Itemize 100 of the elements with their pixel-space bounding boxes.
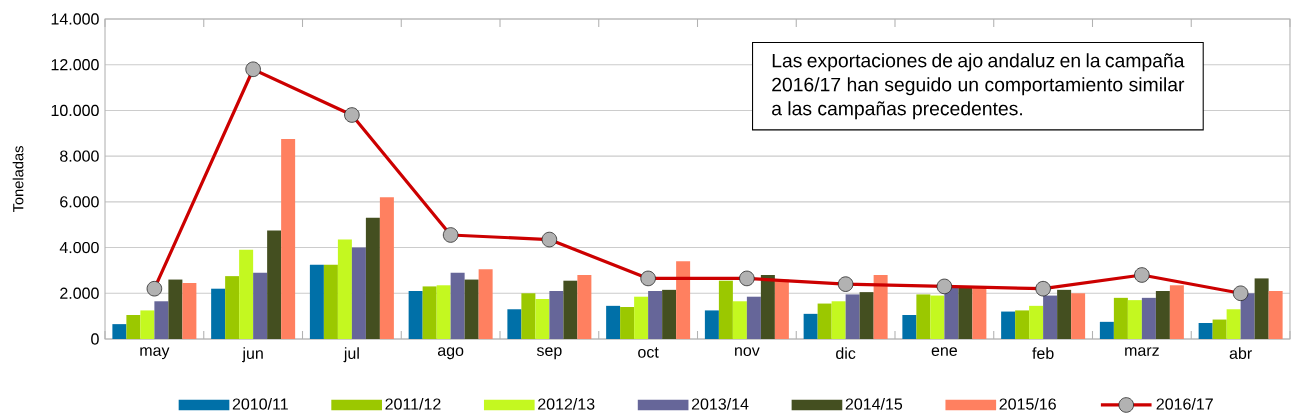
bar — [168, 279, 183, 339]
bar — [831, 301, 846, 339]
bar — [718, 280, 733, 339]
bar — [1127, 300, 1142, 339]
bar — [1254, 278, 1269, 339]
bar — [140, 310, 155, 339]
x-tick-label: abr — [1229, 347, 1252, 359]
bar — [521, 293, 536, 339]
bar — [408, 290, 423, 339]
x-tick-label: jun — [242, 347, 263, 363]
bar — [1001, 311, 1016, 339]
bar — [464, 279, 479, 339]
bar — [281, 138, 296, 339]
bar — [507, 309, 522, 339]
bar — [422, 286, 437, 339]
bar — [930, 295, 945, 339]
x-tick-label: jul — [343, 347, 359, 363]
bar — [379, 197, 394, 339]
y-tick-label: 8.000 — [60, 150, 99, 162]
x-tick-label: oct — [638, 347, 659, 358]
legend-label: 2014/15 — [845, 397, 903, 410]
bar — [803, 313, 818, 339]
bar — [563, 280, 578, 339]
y-tick-label: 12.000 — [51, 59, 99, 71]
bar — [746, 296, 761, 339]
bar — [225, 276, 240, 339]
y-tick-label: 6.000 — [60, 196, 99, 208]
bar — [535, 298, 550, 339]
bar — [1212, 319, 1227, 339]
bar — [239, 249, 254, 339]
bar — [634, 296, 649, 339]
y-tick-label: 10.000 — [51, 104, 99, 117]
bar — [1226, 309, 1241, 339]
x-tick-label: marz — [1125, 347, 1159, 357]
bar — [732, 301, 747, 339]
bar — [577, 274, 592, 339]
bar — [972, 287, 987, 339]
bar — [337, 239, 352, 339]
bar — [1029, 305, 1044, 339]
x-tick-label: nov — [735, 347, 760, 357]
bar — [365, 217, 380, 339]
bar — [211, 288, 226, 339]
bar — [267, 230, 282, 339]
x-tick-label: sep — [536, 347, 562, 360]
bar — [549, 290, 564, 339]
bar — [1057, 289, 1072, 339]
bar — [817, 303, 832, 339]
bar — [662, 289, 677, 339]
bar — [1198, 322, 1213, 339]
bar — [902, 314, 917, 339]
bar — [1169, 285, 1184, 339]
y-axis-title: Toneladas — [12, 146, 24, 213]
bar — [704, 310, 719, 339]
legend-label: 2012/13 — [538, 397, 595, 410]
bar — [620, 306, 635, 339]
bar — [648, 290, 663, 339]
legend-label: 2015/16 — [999, 397, 1056, 410]
bar — [1113, 297, 1128, 339]
bar — [1071, 293, 1086, 339]
bar — [182, 282, 197, 339]
bar — [1043, 295, 1058, 339]
bar — [873, 274, 888, 339]
bar — [676, 261, 691, 339]
bar — [253, 272, 268, 339]
bar — [1099, 321, 1114, 339]
bar — [845, 294, 860, 339]
y-tick-label: 0 — [91, 333, 99, 345]
bar — [1155, 290, 1170, 339]
bar — [450, 272, 465, 339]
x-tick-label: dic — [836, 347, 856, 359]
x-tick-label: ago — [437, 347, 464, 360]
bar — [323, 264, 338, 339]
bar — [1240, 293, 1255, 339]
bar — [1015, 310, 1030, 339]
legend-label: 2010/11 — [232, 397, 288, 410]
bar — [112, 324, 127, 339]
bar — [944, 287, 959, 339]
x-tick-label: may — [140, 347, 170, 360]
bar — [774, 279, 789, 339]
x-tick-label: feb — [1032, 347, 1054, 359]
y-tick-label: 14.000 — [51, 13, 99, 25]
bar — [126, 314, 141, 339]
bar — [478, 269, 493, 339]
bar — [1268, 290, 1283, 339]
legend-label: 2016/17 — [1156, 397, 1213, 410]
legend-label: 2011/12 — [385, 397, 441, 410]
bar — [859, 292, 874, 339]
y-tick-label: 4.000 — [59, 241, 99, 254]
bar — [760, 274, 775, 339]
bar — [1141, 297, 1156, 339]
x-tick-label: ene — [931, 347, 957, 357]
bar — [606, 305, 621, 339]
annotation: Las exportaciones de ajo andaluz en la campaña 2016/17 han seguido un comportamiento similar a las campañas precedentes. — [772, 53, 1185, 120]
bar — [154, 301, 169, 339]
bar — [958, 287, 973, 339]
legend-label: 2013/14 — [691, 397, 749, 410]
bar — [309, 264, 324, 339]
bar — [916, 294, 931, 339]
bar — [436, 285, 451, 339]
bar — [351, 247, 366, 339]
